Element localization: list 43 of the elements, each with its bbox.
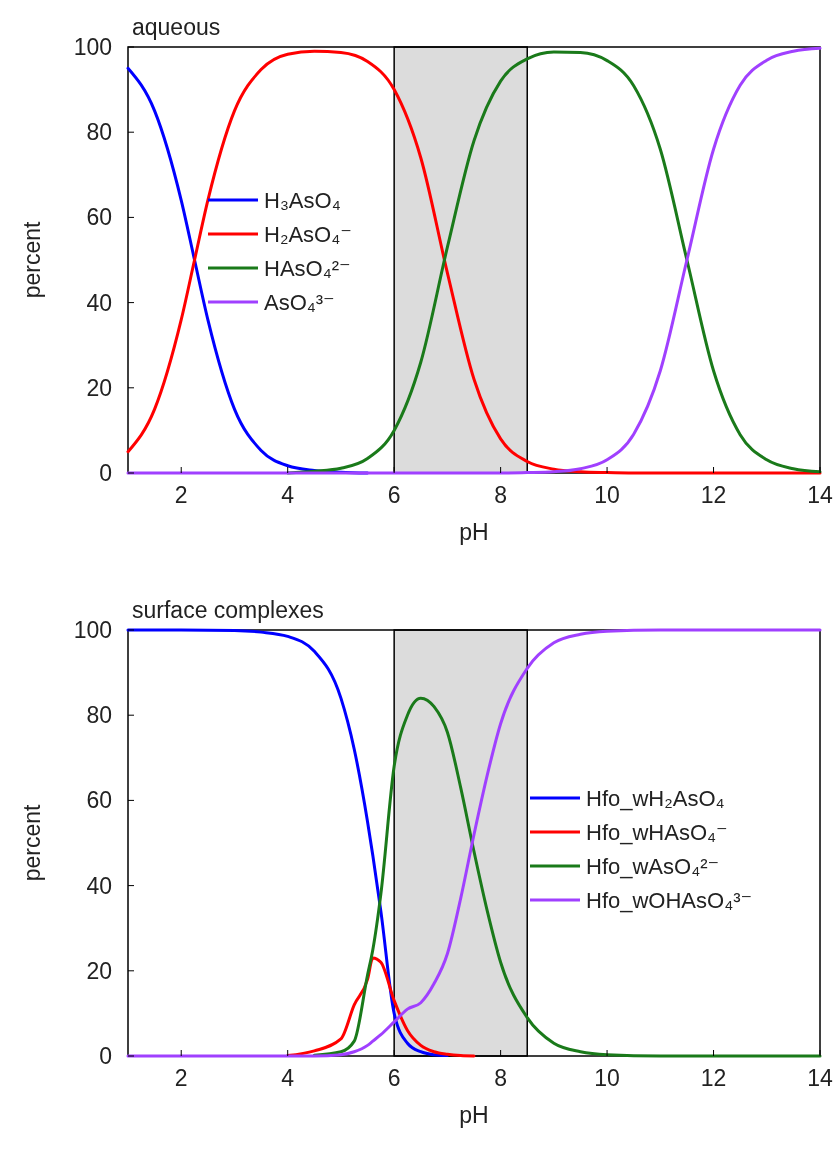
x-tick-label: 2 bbox=[174, 482, 188, 508]
y-tick-label: 100 bbox=[73, 617, 112, 643]
legend-label: Hfo_wOHAsO₄³⁻ bbox=[586, 888, 753, 913]
y-tick-label: 20 bbox=[86, 374, 112, 401]
legend-label: AsO₄³⁻ bbox=[264, 290, 335, 315]
x-tick-label: 4 bbox=[281, 1065, 295, 1091]
y-axis-title: percent bbox=[19, 804, 45, 882]
y-tick-label: 60 bbox=[86, 204, 112, 231]
legend-label: Hfo_wAsO₄²⁻ bbox=[586, 854, 720, 879]
x-tick-label: 14 bbox=[807, 482, 833, 508]
x-tick-label: 8 bbox=[494, 1065, 508, 1091]
line-series bbox=[126, 628, 822, 1058]
y-axis-title: percent bbox=[19, 221, 45, 299]
x-tick-label: 2 bbox=[174, 1065, 188, 1091]
y-tick-label: 60 bbox=[86, 787, 112, 814]
x-tick-label: 12 bbox=[700, 1065, 727, 1091]
line-series bbox=[312, 696, 822, 1058]
x-tick-label: 10 bbox=[594, 482, 620, 508]
x-tick-label: 12 bbox=[700, 482, 727, 508]
x-tick-label: 4 bbox=[281, 482, 295, 508]
x-axis-title: pH bbox=[459, 1102, 489, 1128]
legend-label: Hfo_wHAsO₄⁻ bbox=[586, 820, 728, 845]
legend-label: Hfo_wH₂AsO₄ bbox=[586, 786, 725, 811]
x-tick-label: 10 bbox=[594, 1065, 620, 1091]
line-series bbox=[126, 628, 449, 1058]
legend-label: H₃AsO₄ bbox=[264, 188, 341, 213]
x-tick-label: 8 bbox=[494, 482, 508, 508]
legend-label: HAsO₄²⁻ bbox=[264, 256, 351, 281]
chart-title: surface complexes bbox=[132, 597, 324, 623]
y-tick-label: 80 bbox=[86, 702, 112, 729]
y-tick-label: 40 bbox=[86, 289, 112, 316]
y-tick-label: 0 bbox=[99, 460, 112, 486]
y-tick-label: 40 bbox=[86, 872, 112, 899]
chart-title: aqueous bbox=[132, 14, 221, 40]
x-tick-label: 6 bbox=[387, 1065, 401, 1091]
x-tick-label: 6 bbox=[387, 482, 401, 508]
y-tick-label: 0 bbox=[99, 1043, 112, 1069]
legend-label: H₂AsO₄⁻ bbox=[264, 222, 352, 247]
x-tick-label: 14 bbox=[807, 1065, 833, 1091]
y-tick-label: 20 bbox=[86, 957, 112, 984]
y-tick-label: 80 bbox=[86, 119, 112, 146]
y-tick-label: 100 bbox=[73, 34, 112, 60]
x-axis-title: pH bbox=[459, 519, 489, 545]
